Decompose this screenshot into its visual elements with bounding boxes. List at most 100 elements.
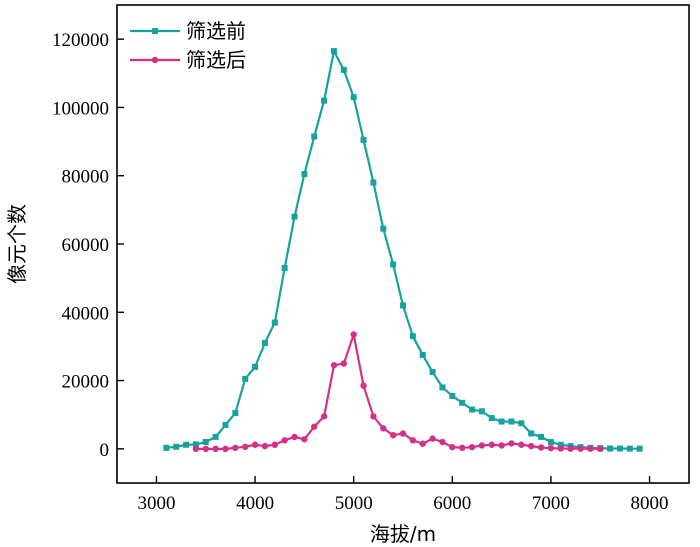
legend-item: 筛选后 — [130, 48, 246, 72]
x-tick-label: 5000 — [335, 493, 373, 514]
data-point — [192, 445, 200, 453]
data-point — [370, 413, 377, 420]
data-point — [577, 445, 584, 452]
data-point — [488, 441, 495, 448]
data-point — [587, 445, 594, 452]
data-point — [232, 410, 239, 417]
data-point — [222, 445, 229, 453]
data-point — [547, 444, 555, 452]
data-point — [330, 362, 338, 369]
data-point — [271, 319, 278, 326]
data-point — [212, 445, 219, 453]
x-axis-title: 海拔/m — [370, 522, 436, 546]
axes: 3000 4000 5000 6000 7000 80000 20000 40000 60000… — [52, 30, 669, 514]
data-point — [459, 399, 466, 406]
y-tick-label: 40000 — [62, 303, 110, 324]
data-point — [400, 302, 406, 309]
data-point — [498, 442, 505, 449]
data-point — [547, 439, 554, 446]
x-tick-label: 7000 — [532, 493, 570, 514]
legend-item: 筛选前 — [130, 19, 246, 43]
data-point — [419, 351, 426, 358]
data-point — [557, 441, 564, 448]
data-point — [567, 445, 574, 452]
data-point — [252, 363, 259, 370]
data-point — [192, 441, 199, 448]
data-point — [626, 445, 633, 452]
data-point — [419, 440, 426, 447]
data-point — [458, 444, 466, 452]
y-tick-label: 60000 — [62, 235, 110, 256]
legend-label: 筛选前 — [186, 19, 246, 43]
data-point — [163, 444, 170, 451]
data-point — [468, 443, 476, 451]
data-point — [409, 437, 417, 444]
y-tick-label: 20000 — [62, 372, 110, 393]
series-line — [195, 333, 601, 450]
data-point — [291, 213, 298, 220]
data-point — [528, 442, 535, 450]
data-point — [429, 369, 436, 376]
data-point — [518, 441, 525, 448]
data-point — [271, 441, 278, 448]
data-point — [242, 375, 249, 382]
data-point — [537, 444, 545, 451]
data-point — [360, 382, 367, 389]
data-point — [232, 444, 239, 452]
data-point — [320, 413, 328, 420]
data-point — [478, 408, 485, 415]
data-point — [636, 445, 643, 452]
data-point — [370, 179, 377, 186]
legend-label: 筛选后 — [186, 48, 246, 72]
data-point — [183, 441, 190, 448]
data-point — [340, 360, 348, 367]
data-point — [528, 430, 535, 437]
data-point — [439, 384, 446, 391]
data-point — [557, 445, 564, 452]
y-tick-label: 80000 — [62, 167, 110, 188]
data-point — [251, 441, 259, 448]
data-point — [616, 445, 623, 452]
data-point — [429, 435, 436, 442]
series-1 — [163, 48, 643, 452]
data-point — [380, 225, 387, 232]
data-point — [607, 445, 614, 452]
y-tick-label: 120000 — [52, 30, 109, 51]
x-tick-label: 6000 — [433, 493, 471, 514]
data-point — [469, 406, 476, 413]
data-point — [390, 261, 397, 268]
data-point — [291, 433, 298, 441]
data-point — [409, 333, 416, 340]
data-point — [301, 171, 308, 178]
data-point — [321, 97, 328, 104]
data-point — [311, 423, 318, 430]
series-line — [166, 49, 640, 450]
data-point — [449, 392, 456, 399]
data-point — [242, 443, 249, 451]
data-point — [202, 445, 209, 453]
data-point — [281, 264, 288, 271]
data-point — [488, 415, 495, 422]
data-point — [449, 443, 456, 451]
data-point — [202, 439, 209, 446]
plot-marks — [163, 48, 643, 453]
y-tick-label: 0 — [100, 440, 110, 461]
data-point — [508, 440, 515, 447]
data-point — [212, 433, 219, 440]
plot-frame — [116, 4, 690, 484]
data-point — [261, 340, 268, 347]
x-tick-label: 4000 — [236, 493, 274, 514]
data-point — [389, 432, 397, 439]
data-point — [597, 445, 604, 453]
x-tick-label: 3000 — [137, 493, 175, 514]
data-point — [478, 442, 486, 449]
legend-marker — [152, 28, 158, 34]
data-point — [173, 443, 180, 450]
data-point — [330, 48, 337, 55]
data-point — [380, 425, 387, 432]
series-2 — [192, 331, 604, 453]
data-point — [311, 133, 318, 140]
